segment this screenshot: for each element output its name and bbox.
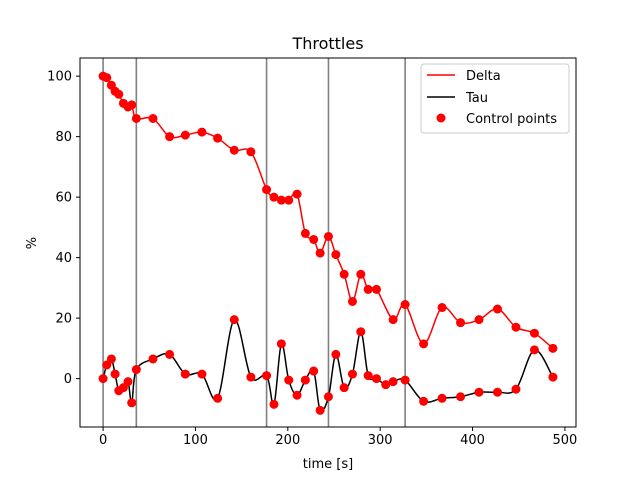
control-point xyxy=(315,405,325,415)
x-tick-label: 100 xyxy=(183,433,208,448)
control-point xyxy=(292,390,302,400)
control-point xyxy=(106,354,116,364)
control-point xyxy=(262,371,272,381)
control-point xyxy=(315,248,325,258)
control-point xyxy=(180,369,190,379)
legend-delta-label: Delta xyxy=(466,69,501,84)
control-point xyxy=(148,354,158,364)
control-point xyxy=(511,322,521,332)
x-tick-label: 300 xyxy=(368,433,393,448)
control-point xyxy=(276,195,286,205)
control-point xyxy=(492,304,502,314)
legend-control-points-marker xyxy=(436,113,446,123)
control-point xyxy=(548,372,558,382)
legend-tau-label: Tau xyxy=(465,91,488,106)
control-point xyxy=(269,192,279,202)
legend-control-points-label: Control points xyxy=(466,112,557,127)
x-tick-label: 200 xyxy=(275,433,300,448)
control-point xyxy=(300,228,310,238)
control-point xyxy=(356,269,366,279)
control-point xyxy=(284,375,294,385)
control-point xyxy=(110,369,120,379)
control-point xyxy=(229,145,239,155)
plot-frame xyxy=(79,57,577,428)
control-point xyxy=(492,387,502,397)
control-point xyxy=(323,231,333,241)
control-point xyxy=(165,349,175,359)
x-tick-label: 0 xyxy=(99,433,107,448)
control-point xyxy=(213,133,223,143)
control-point xyxy=(371,284,381,294)
control-point xyxy=(419,396,429,406)
control-point xyxy=(292,189,302,199)
control-point xyxy=(381,380,391,390)
control-point xyxy=(309,366,319,376)
control-point xyxy=(284,195,294,205)
control-point xyxy=(165,132,175,142)
control-point xyxy=(339,383,349,393)
control-point xyxy=(300,375,310,385)
y-tick-label: 0 xyxy=(64,372,72,387)
control-point xyxy=(356,327,366,337)
control-point xyxy=(371,374,381,384)
control-point xyxy=(456,318,466,328)
control-point xyxy=(437,393,447,403)
control-point xyxy=(529,328,539,338)
y-tick-label: 40 xyxy=(55,251,72,266)
control-point xyxy=(102,73,112,83)
control-point xyxy=(131,365,141,375)
control-point xyxy=(213,393,223,403)
legend: Delta Tau Control points xyxy=(420,63,570,134)
control-point xyxy=(197,369,207,379)
control-point xyxy=(229,315,239,325)
control-point xyxy=(474,315,484,325)
control-point xyxy=(388,315,398,325)
control-point xyxy=(339,269,349,279)
control-point xyxy=(323,392,333,402)
control-point xyxy=(123,377,133,387)
x-axis-label: time [s] xyxy=(303,457,353,472)
y-tick-label: 60 xyxy=(55,191,72,206)
control-point xyxy=(276,339,286,349)
control-point xyxy=(309,234,319,244)
control-point xyxy=(548,343,558,353)
control-point xyxy=(197,127,207,137)
control-point xyxy=(180,130,190,140)
y-tick-label: 100 xyxy=(47,70,72,85)
control-point xyxy=(474,387,484,397)
control-point xyxy=(148,113,158,123)
control-point xyxy=(246,372,256,382)
control-point xyxy=(98,374,108,384)
control-point xyxy=(388,377,398,387)
control-point xyxy=(437,303,447,313)
control-point xyxy=(331,349,341,359)
control-point xyxy=(400,375,410,385)
control-point xyxy=(363,371,373,381)
y-tick-label: 20 xyxy=(55,312,72,327)
control-point xyxy=(456,392,466,402)
control-point xyxy=(363,284,373,294)
control-point xyxy=(419,339,429,349)
x-tick-label: 500 xyxy=(553,433,578,448)
control-point xyxy=(114,89,124,99)
control-point xyxy=(331,250,341,260)
control-point xyxy=(246,147,256,157)
y-tick-label: 80 xyxy=(55,130,72,145)
control-point xyxy=(127,100,137,110)
control-point xyxy=(347,369,357,379)
control-point xyxy=(400,300,410,310)
control-point xyxy=(127,398,137,408)
chart-title: Throttles xyxy=(291,34,363,53)
control-point xyxy=(511,384,521,394)
control-point xyxy=(347,296,357,306)
control-point xyxy=(529,345,539,355)
control-point xyxy=(262,185,272,195)
x-tick-label: 400 xyxy=(460,433,485,448)
control-point xyxy=(269,399,279,409)
y-axis-label: % xyxy=(25,237,40,249)
control-point xyxy=(131,113,141,123)
